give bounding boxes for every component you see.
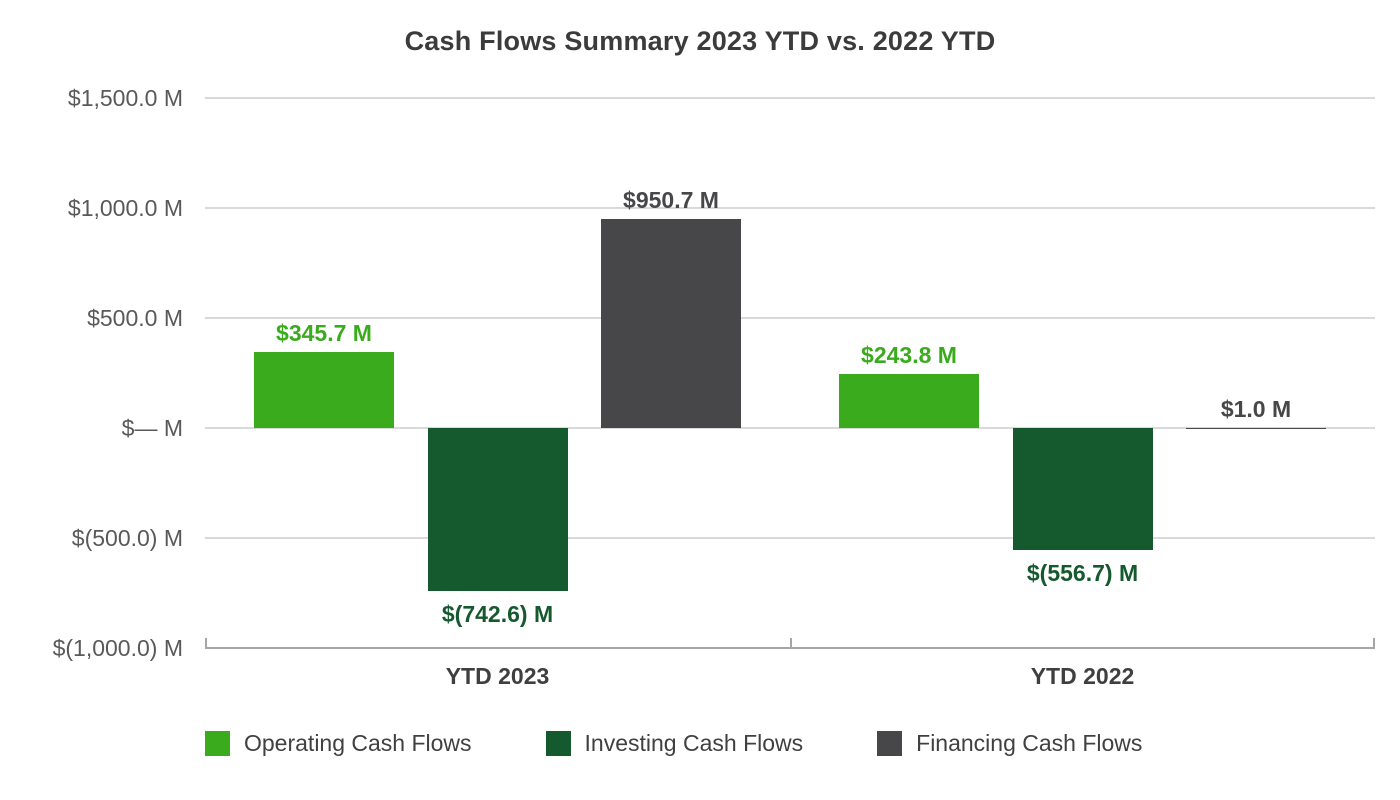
bar-value-label: $(742.6) M	[441, 601, 554, 628]
legend-item-investing-cash-flows: Investing Cash Flows	[545, 730, 804, 757]
bar-financing-cash-flows-ytd-2023	[601, 218, 741, 428]
bar-value-label: $1.0 M	[1220, 395, 1292, 422]
bar-investing-cash-flows-ytd-2023	[427, 428, 568, 592]
bar-value-label: $(556.7) M	[1026, 560, 1139, 587]
legend-label: Investing Cash Flows	[584, 730, 804, 756]
bar-operating-cash-flows-ytd-2022	[839, 374, 979, 428]
x-axis-tick	[205, 638, 207, 647]
gridline	[205, 97, 1375, 99]
category-label-ytd-2023: YTD 2023	[445, 663, 550, 689]
legend-item-operating-cash-flows: Operating Cash Flows	[205, 730, 472, 757]
legend-swatch	[877, 731, 903, 756]
bar-value-label: $950.7 M	[623, 186, 719, 213]
x-axis-tick	[790, 638, 792, 647]
gridline	[205, 427, 1375, 429]
gridline	[205, 207, 1375, 209]
bar-investing-cash-flows-ytd-2022	[1012, 428, 1153, 551]
gridline	[205, 537, 1375, 539]
legend-label: Financing Cash Flows	[916, 730, 1143, 756]
x-axis-tick	[1373, 638, 1375, 647]
legend: Operating Cash Flows Investing Cash Flows…	[205, 730, 1142, 757]
bar-operating-cash-flows-ytd-2023	[254, 351, 394, 428]
chart-title: Cash Flows Summary 2023 YTD vs. 2022 YTD	[404, 26, 996, 56]
y-axis-tick-label: $1,500.0 M	[67, 85, 183, 111]
y-axis-tick-label: $1,000.0 M	[67, 195, 183, 221]
bar-value-label: $345.7 M	[276, 319, 372, 346]
y-axis-tick-label: $(1,000.0) M	[52, 635, 183, 661]
x-axis-line	[205, 647, 1375, 649]
category-label-ytd-2022: YTD 2022	[1030, 663, 1135, 689]
y-axis-tick-label: $500.0 M	[87, 305, 183, 331]
bar-financing-cash-flows-ytd-2022	[1186, 427, 1326, 429]
bar-value-label: $243.8 M	[861, 342, 957, 369]
gridline	[205, 317, 1375, 319]
legend-swatch	[205, 731, 230, 756]
y-axis-tick-label: $(500.0) M	[71, 525, 183, 551]
legend-item-financing-cash-flows: Financing Cash Flows	[877, 730, 1142, 757]
y-axis-tick-label: $— M	[121, 415, 183, 441]
legend-swatch	[545, 731, 571, 756]
legend-label: Operating Cash Flows	[244, 730, 472, 756]
